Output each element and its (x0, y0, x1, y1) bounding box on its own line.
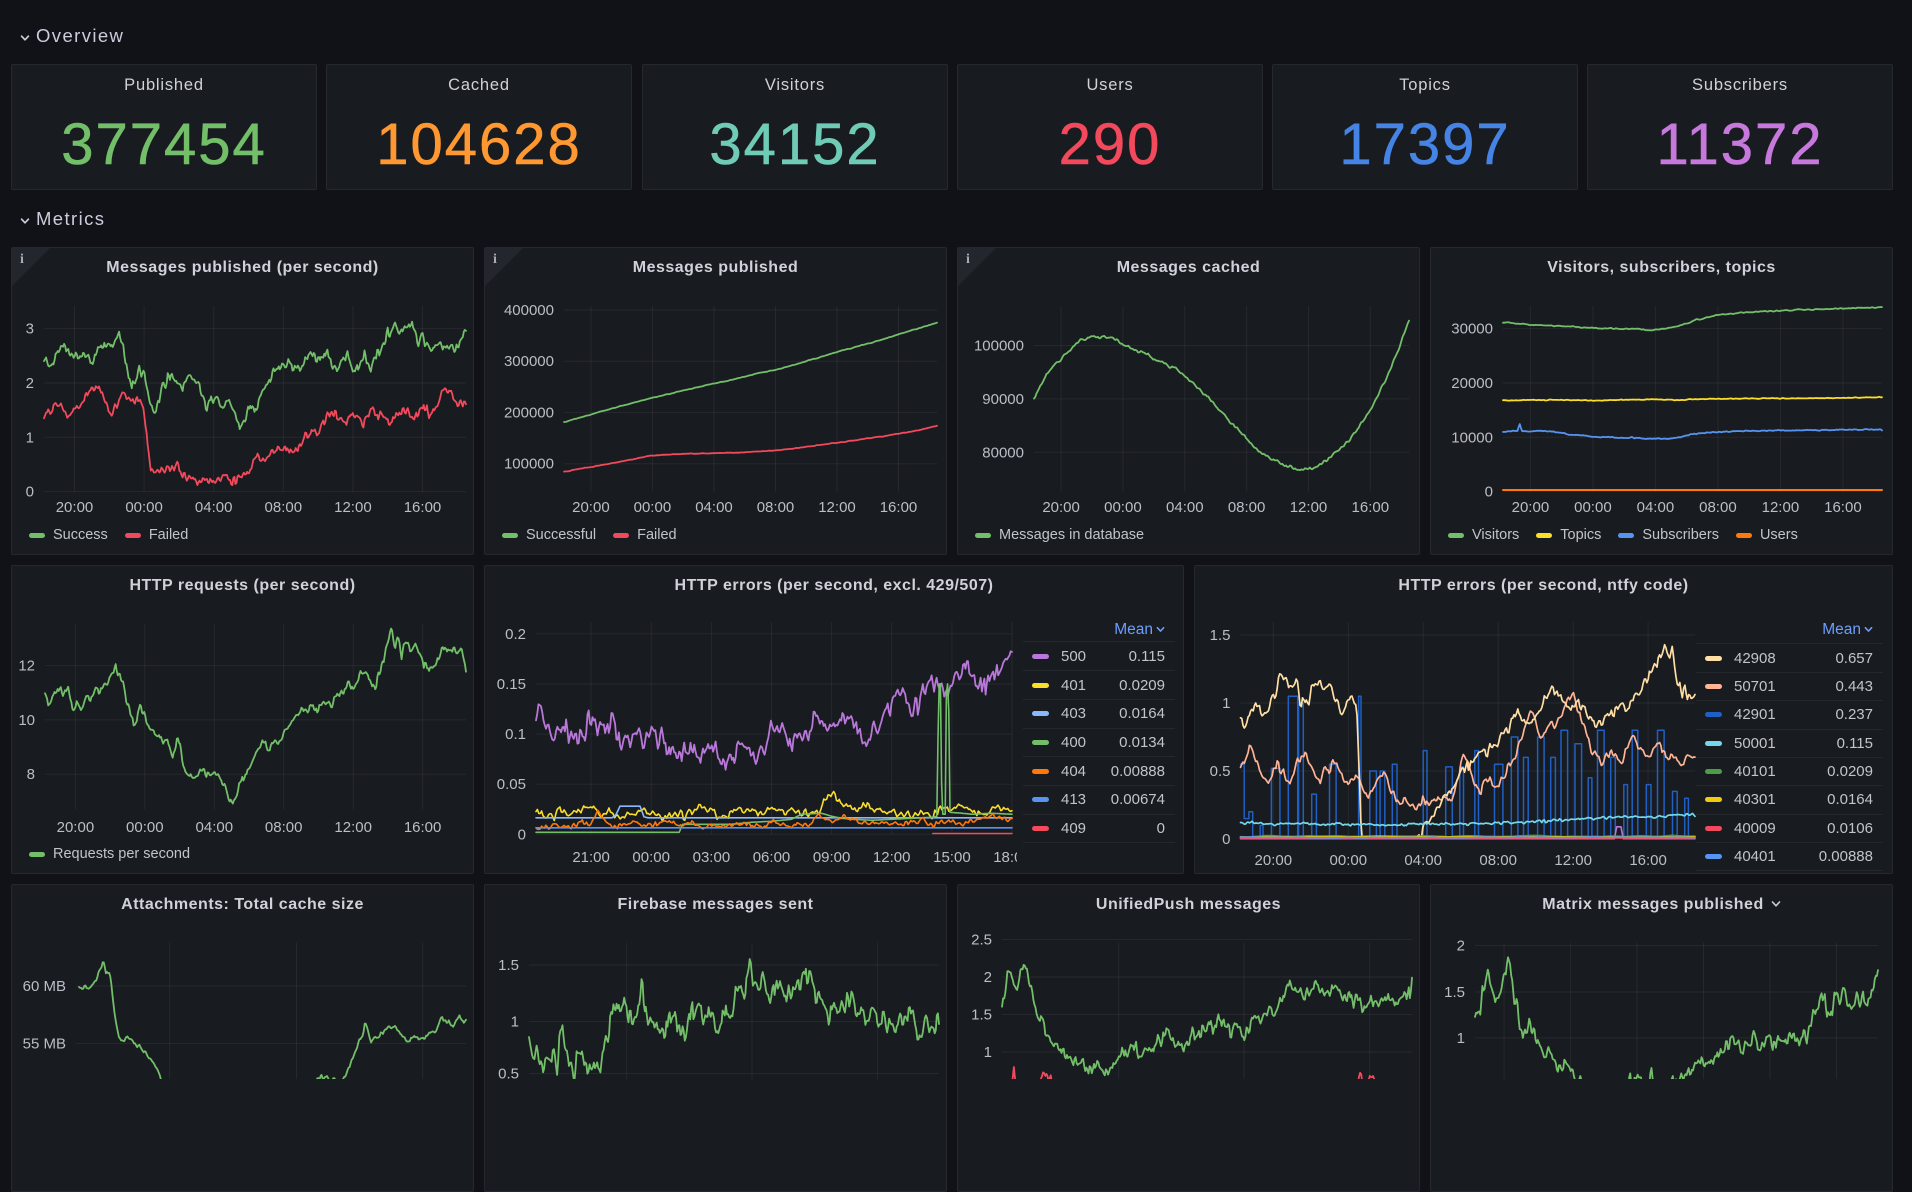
svg-text:12:00: 12:00 (334, 499, 372, 516)
svg-text:04:00: 04:00 (1404, 852, 1442, 869)
svg-text:12:00: 12:00 (1762, 499, 1800, 516)
svg-text:12: 12 (18, 658, 35, 675)
svg-text:08:00: 08:00 (265, 499, 303, 516)
svg-text:08:00: 08:00 (265, 819, 303, 836)
svg-text:06:00: 06:00 (753, 849, 791, 866)
svg-text:0: 0 (1222, 831, 1230, 848)
svg-text:100000: 100000 (974, 338, 1024, 355)
svg-text:10: 10 (18, 712, 35, 729)
svg-text:04:00: 04:00 (195, 499, 233, 516)
svg-text:300000: 300000 (504, 353, 554, 370)
svg-text:18:00: 18:00 (993, 849, 1017, 866)
svg-text:08:00: 08:00 (1479, 852, 1517, 869)
svg-text:0.15: 0.15 (497, 676, 526, 693)
svg-text:0.5: 0.5 (498, 1066, 519, 1080)
svg-text:16:00: 16:00 (404, 819, 442, 836)
svg-text:2: 2 (1457, 938, 1465, 955)
svg-text:400000: 400000 (504, 302, 554, 319)
svg-text:20:00: 20:00 (572, 499, 610, 516)
svg-text:1.5: 1.5 (1210, 627, 1231, 644)
svg-text:00:00: 00:00 (634, 499, 672, 516)
svg-text:16:00: 16:00 (880, 499, 918, 516)
svg-text:00:00: 00:00 (126, 819, 164, 836)
svg-text:20:00: 20:00 (1255, 852, 1293, 869)
svg-text:21:00: 21:00 (572, 849, 610, 866)
svg-text:00:00: 00:00 (632, 849, 670, 866)
svg-text:0.05: 0.05 (497, 776, 526, 793)
svg-text:1.5: 1.5 (971, 1007, 992, 1024)
svg-text:1: 1 (984, 1044, 992, 1061)
svg-text:00:00: 00:00 (1330, 852, 1368, 869)
svg-text:1.5: 1.5 (498, 957, 519, 974)
svg-text:100000: 100000 (504, 456, 554, 473)
svg-text:90000: 90000 (982, 391, 1024, 408)
svg-text:1: 1 (1457, 1030, 1465, 1047)
svg-text:09:00: 09:00 (813, 849, 851, 866)
svg-text:20000: 20000 (1451, 375, 1493, 392)
svg-text:00:00: 00:00 (1574, 499, 1612, 516)
svg-text:3: 3 (26, 321, 34, 338)
svg-text:2: 2 (26, 375, 34, 392)
svg-text:08:00: 08:00 (1228, 499, 1266, 516)
svg-text:00:00: 00:00 (1104, 499, 1142, 516)
svg-text:8: 8 (27, 766, 35, 783)
svg-text:08:00: 08:00 (757, 499, 795, 516)
svg-text:2.5: 2.5 (971, 932, 992, 949)
svg-text:04:00: 04:00 (196, 819, 234, 836)
svg-text:55 MB: 55 MB (23, 1036, 66, 1053)
svg-text:200000: 200000 (504, 404, 554, 421)
svg-text:1: 1 (1222, 695, 1230, 712)
svg-text:60 MB: 60 MB (23, 978, 66, 995)
svg-text:04:00: 04:00 (1166, 499, 1204, 516)
svg-text:15:00: 15:00 (933, 849, 971, 866)
svg-text:12:00: 12:00 (1554, 852, 1592, 869)
svg-text:12:00: 12:00 (1290, 499, 1328, 516)
svg-text:20:00: 20:00 (56, 499, 94, 516)
svg-text:16:00: 16:00 (1352, 499, 1390, 516)
svg-text:20:00: 20:00 (1512, 499, 1550, 516)
svg-text:12:00: 12:00 (334, 819, 372, 836)
svg-text:1: 1 (511, 1014, 519, 1031)
svg-text:16:00: 16:00 (1629, 852, 1667, 869)
svg-text:12:00: 12:00 (818, 499, 856, 516)
svg-text:0.5: 0.5 (1210, 763, 1231, 780)
svg-text:2: 2 (984, 969, 992, 986)
svg-text:0.1: 0.1 (505, 726, 526, 743)
svg-text:03:00: 03:00 (693, 849, 731, 866)
svg-text:80000: 80000 (982, 444, 1024, 461)
svg-text:1.5: 1.5 (1444, 984, 1465, 1001)
svg-text:20:00: 20:00 (57, 819, 95, 836)
svg-text:00:00: 00:00 (125, 499, 163, 516)
svg-text:04:00: 04:00 (695, 499, 733, 516)
svg-text:0: 0 (518, 826, 526, 843)
svg-text:30000: 30000 (1451, 321, 1493, 338)
svg-text:16:00: 16:00 (1824, 499, 1862, 516)
svg-text:0.2: 0.2 (505, 626, 526, 643)
svg-text:0: 0 (1485, 484, 1493, 501)
svg-text:1: 1 (26, 429, 34, 446)
svg-text:20:00: 20:00 (1042, 499, 1080, 516)
svg-text:12:00: 12:00 (873, 849, 911, 866)
svg-text:0: 0 (26, 484, 34, 501)
svg-text:10000: 10000 (1451, 429, 1493, 446)
svg-text:08:00: 08:00 (1699, 499, 1737, 516)
svg-text:16:00: 16:00 (404, 499, 442, 516)
svg-text:04:00: 04:00 (1637, 499, 1675, 516)
